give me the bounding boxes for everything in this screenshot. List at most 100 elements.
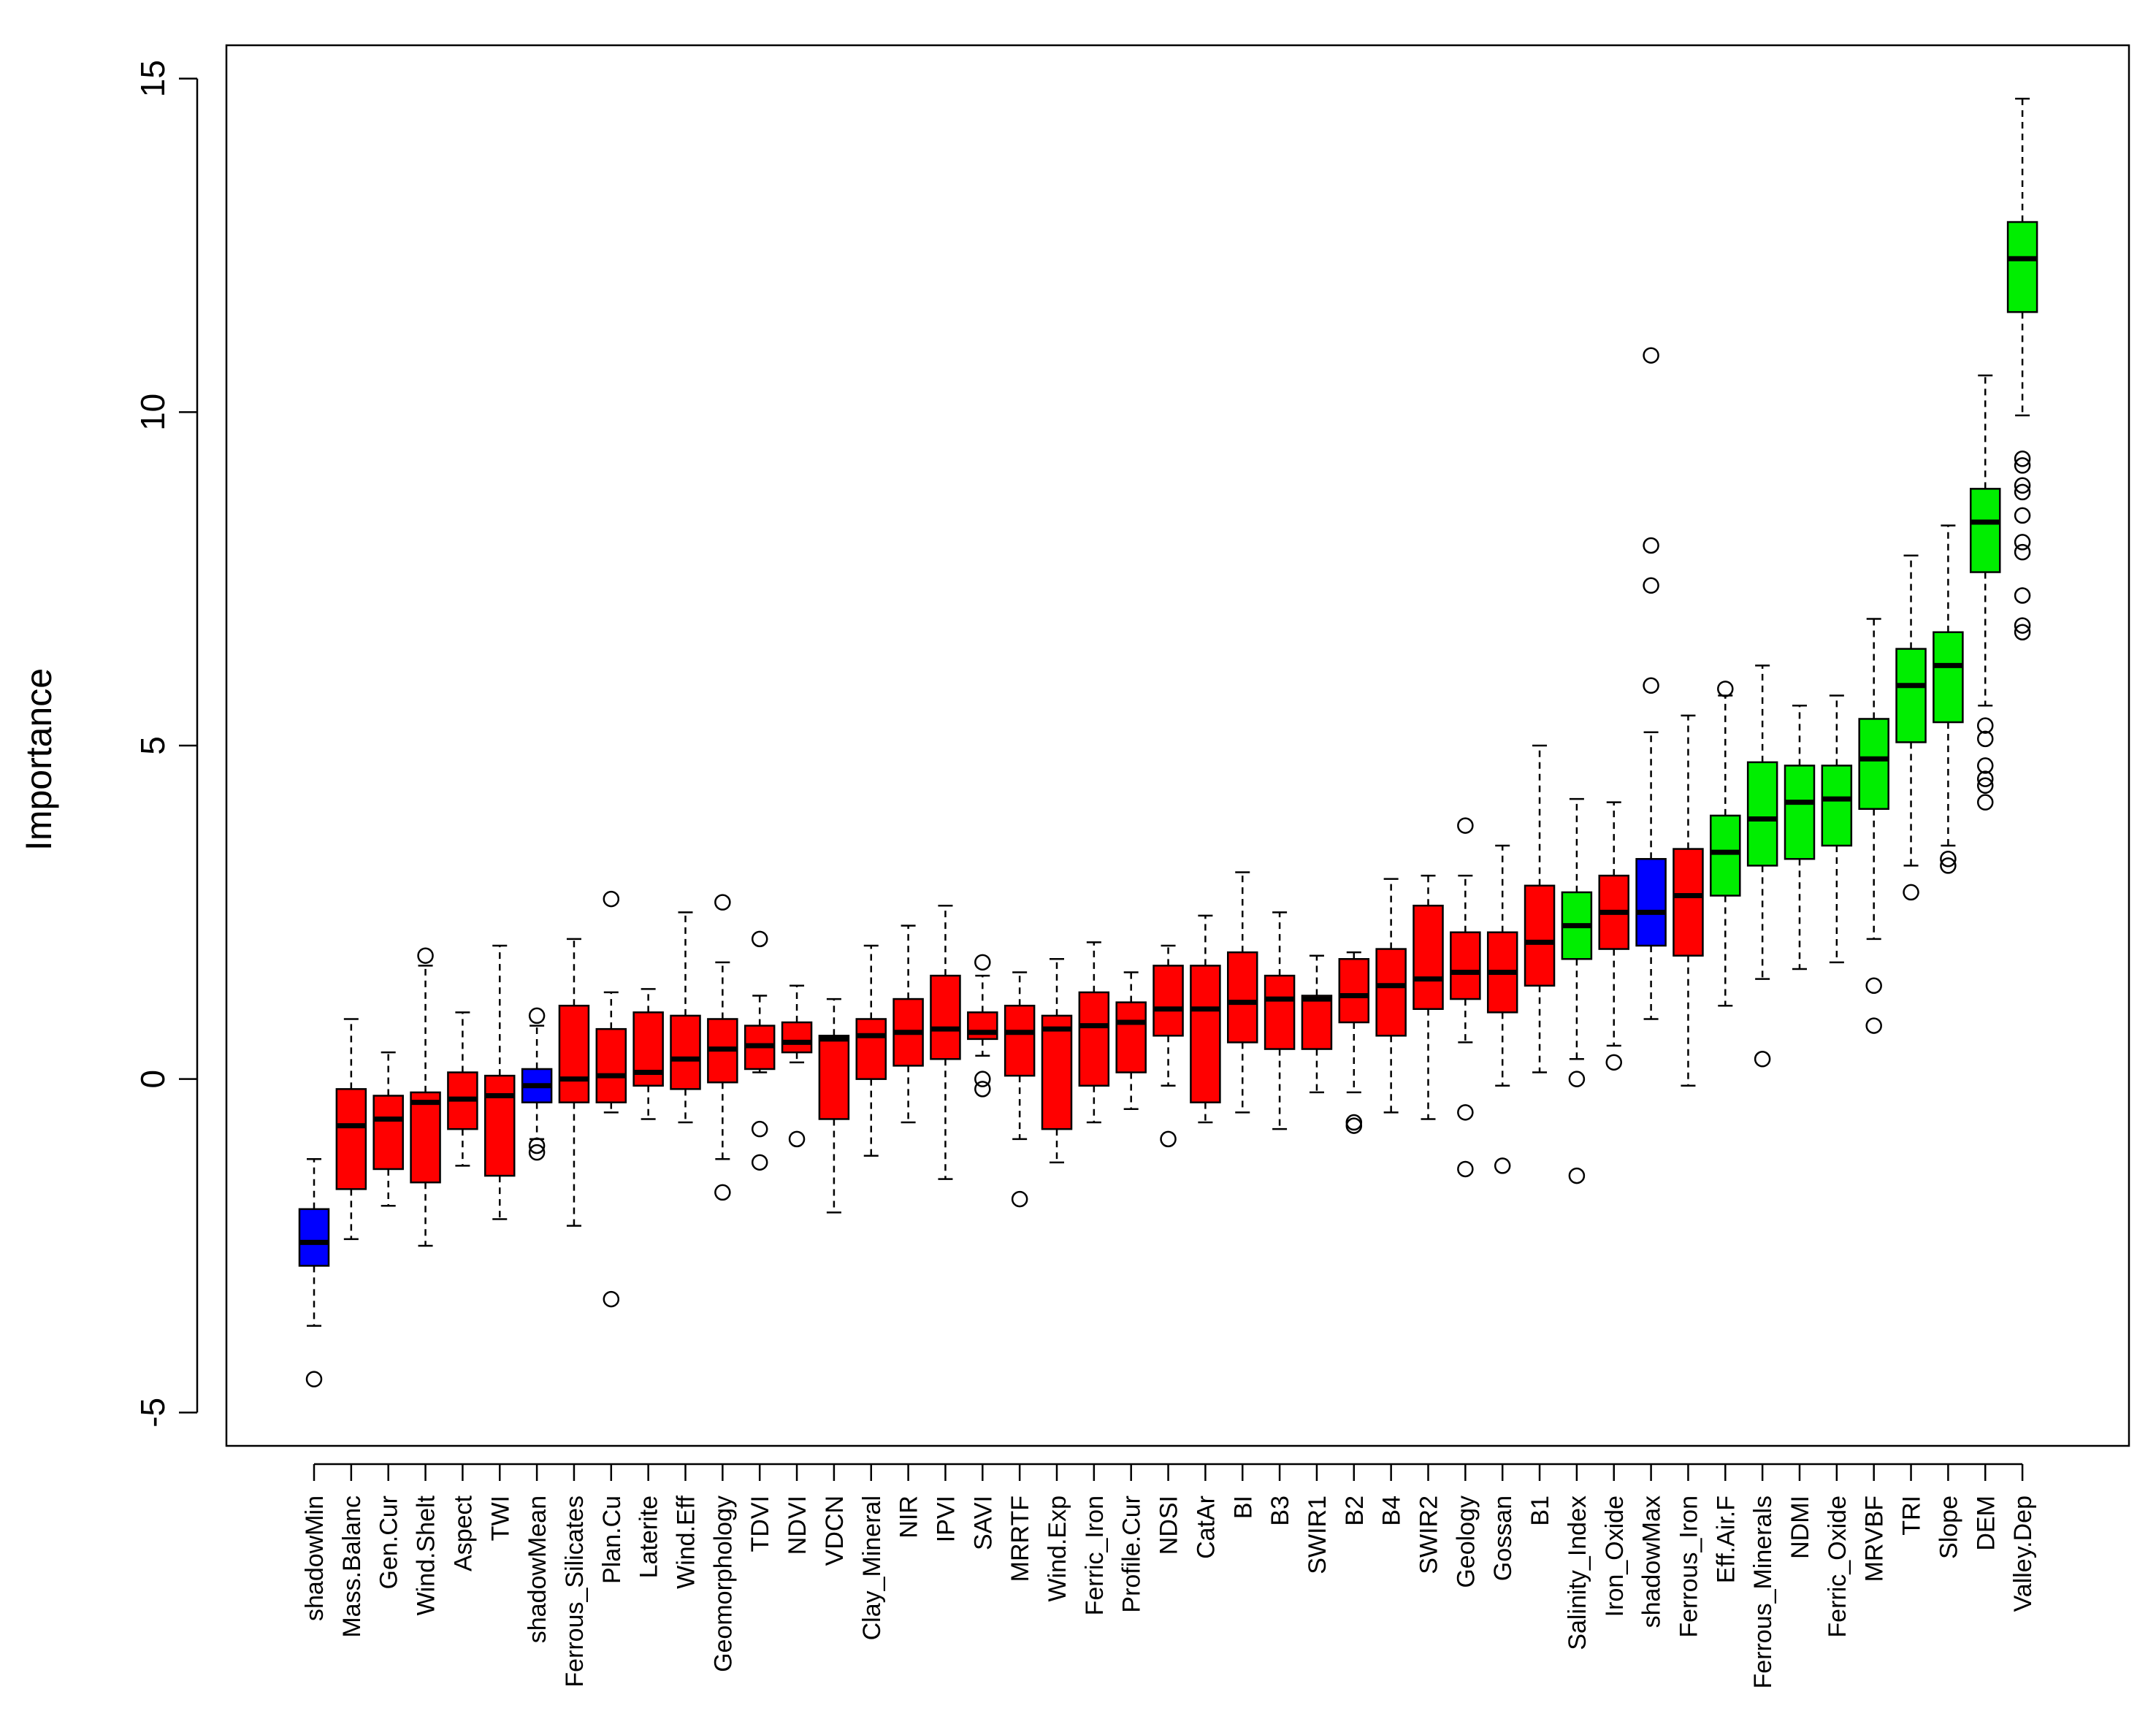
outlier-point — [1494, 1157, 1511, 1174]
x-tick-label: BI — [1229, 1496, 1257, 1519]
box-shadowmax — [1635, 347, 1667, 1020]
x-tick-label: B3 — [1266, 1496, 1294, 1526]
outlier-point — [1160, 1130, 1177, 1148]
outlier-point — [974, 954, 991, 971]
x-tick-label: NDMI — [1786, 1496, 1814, 1559]
outlier-point — [1568, 1167, 1586, 1184]
box-iqr — [781, 1021, 813, 1054]
box-ndvi — [781, 984, 813, 1148]
x-tick-label: Plan.Cu — [598, 1496, 626, 1584]
outlier-point — [528, 1007, 546, 1025]
outlier-point — [1605, 1054, 1622, 1071]
y-axis: -5 0 5 10 15 — [134, 60, 199, 1428]
outlier-point — [1977, 794, 1994, 811]
outlier-point — [1345, 1114, 1363, 1131]
x-tick-label: Ferric_Oxide — [1824, 1496, 1851, 1638]
box-ferrous-silicates — [558, 938, 590, 1227]
box-iqr — [1413, 904, 1444, 1011]
box-iqr — [855, 1018, 887, 1080]
x-tick-label: NIR — [895, 1496, 923, 1539]
box-wind-shelt — [410, 947, 441, 1247]
outlier-point — [2014, 534, 2031, 551]
x-tick-label: Iron_Oxide — [1601, 1496, 1629, 1617]
box-iqr — [372, 1095, 404, 1171]
box-b4 — [1375, 878, 1407, 1114]
box-savi — [967, 954, 998, 1098]
box-ipvi — [930, 904, 961, 1180]
box-iqr — [484, 1074, 516, 1177]
outlier-point — [1940, 857, 1957, 874]
x-tick-label: Wind.Shelt — [413, 1495, 440, 1615]
box-ferrous-minerals — [1746, 665, 1778, 1068]
outlier-point — [1643, 677, 1659, 694]
box-iqr — [818, 1035, 850, 1120]
outlier-point — [1457, 1160, 1474, 1178]
outlier-point — [1977, 770, 1994, 787]
outlier-point — [1568, 1071, 1586, 1087]
y-tick-label: 15 — [134, 60, 172, 97]
box-ndsi — [1152, 944, 1184, 1148]
box-iqr — [558, 1004, 590, 1103]
outlier-point — [2014, 507, 2031, 524]
box-iqr — [670, 1014, 701, 1090]
outlier-point — [1754, 1051, 1771, 1068]
outlier-point — [751, 1120, 768, 1138]
outlier-point — [1865, 1017, 1882, 1034]
box-geomorphology — [707, 894, 738, 1201]
box-ferric-oxide — [1821, 694, 1853, 964]
box-iqr — [1078, 991, 1110, 1087]
outlier-point — [1643, 577, 1659, 594]
box-iqr — [1152, 965, 1184, 1037]
outlier-point — [1977, 777, 1994, 794]
plot-frame-layer — [225, 44, 2130, 1447]
box-ferric-iron — [1078, 941, 1110, 1124]
box-plan-cu — [595, 890, 627, 1308]
x-tick-label: Ferrous_Silicates — [561, 1496, 589, 1688]
outlier-point — [528, 1137, 546, 1154]
box-gossan — [1486, 844, 1518, 1174]
x-tick-label: Gen.Cur — [375, 1496, 403, 1590]
x-tick-label: Geology — [1452, 1496, 1480, 1588]
x-tick-label: Valley.Dep — [2009, 1496, 2037, 1612]
box-tdvi — [743, 930, 776, 1171]
box-iqr — [1821, 765, 1853, 847]
x-tick-label: Wind.Eff — [673, 1495, 700, 1588]
outlier-point — [2014, 457, 2031, 474]
box-catar — [1190, 914, 1221, 1124]
box-iqr — [1710, 814, 1741, 897]
box-iqr — [410, 1091, 441, 1184]
box-mrvbf — [1858, 618, 1889, 1034]
box-iqr — [335, 1088, 367, 1190]
box-dem — [1970, 374, 2001, 811]
box-iqr — [1635, 858, 1667, 947]
box-iqr — [1746, 761, 1778, 867]
outlier-point — [1977, 757, 1994, 774]
box-iqr — [1115, 1001, 1147, 1073]
outlier-point — [751, 1154, 768, 1171]
x-tick-label: shadowMax — [1638, 1496, 1666, 1628]
outlier-point — [1977, 717, 1994, 734]
outlier-point — [1940, 851, 1957, 868]
outlier-point — [2014, 617, 2031, 634]
box-iqr — [1450, 931, 1481, 1000]
outlier-point — [1865, 977, 1882, 995]
box-ferrous-iron — [1673, 714, 1704, 1087]
x-tick-label: Geomorphology — [709, 1496, 737, 1672]
box-swir2 — [1413, 874, 1444, 1120]
x-tick-label: Salinity_Index — [1564, 1496, 1591, 1650]
box-iqr — [1227, 951, 1258, 1044]
outlier-point — [788, 1130, 806, 1148]
outlier-point — [1457, 817, 1474, 834]
box-vdcn — [818, 997, 850, 1214]
box-iron-oxide — [1598, 801, 1629, 1071]
outlier-point — [603, 1290, 620, 1308]
box-iqr — [1264, 974, 1296, 1050]
boxes-layer — [298, 97, 2038, 1387]
box-iqr — [1970, 488, 2001, 573]
box-iqr — [930, 974, 961, 1060]
box-nir — [892, 924, 924, 1124]
box-b3 — [1264, 911, 1296, 1130]
plot-frame — [225, 44, 2130, 1447]
box-shadowmin — [298, 1158, 330, 1387]
box-tri — [1895, 554, 1927, 901]
